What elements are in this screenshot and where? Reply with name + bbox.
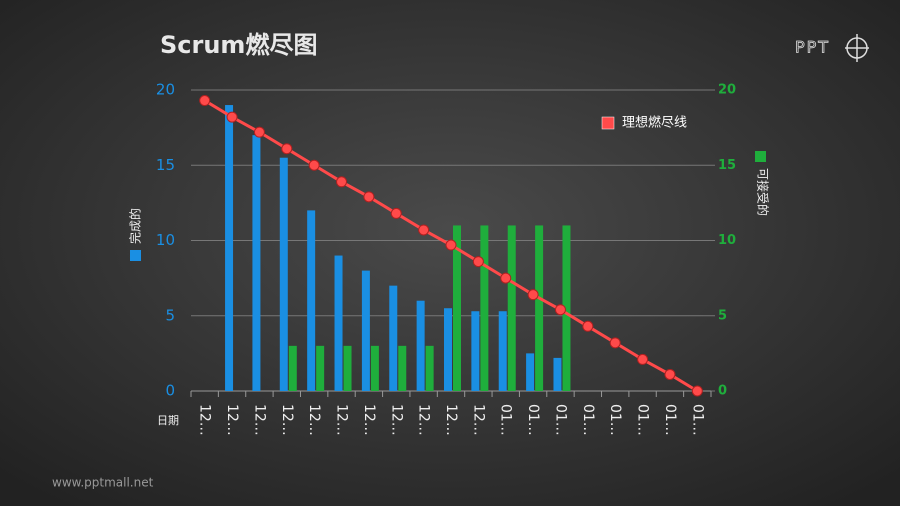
y2-tick-label: 10: [718, 233, 736, 248]
legend-swatch: [601, 116, 615, 130]
bar: [562, 225, 571, 391]
y-tick-label: 0: [165, 382, 175, 400]
point: [253, 126, 265, 138]
bar: [526, 353, 535, 391]
bar: [361, 270, 370, 391]
x-tick-label: 01…: [498, 404, 514, 436]
legend-swatch: [755, 151, 766, 162]
y-tick-label: 10: [156, 231, 175, 249]
point: [554, 304, 566, 316]
chart-title: Scrum燃尽图: [160, 31, 317, 59]
x-tick-label: 01…: [689, 404, 705, 436]
bar: [279, 157, 288, 391]
x-tick-label: 12…: [279, 404, 295, 436]
x-tick-label: 01…: [525, 404, 541, 436]
bar: [507, 225, 516, 391]
point: [472, 256, 484, 268]
point: [336, 176, 348, 188]
point: [226, 111, 238, 123]
y-tick-label: 15: [156, 156, 175, 174]
x-tick-label: 01…: [580, 404, 596, 436]
legend-swatch: [130, 250, 141, 261]
x-tick-label: 12…: [388, 404, 404, 436]
bar: [480, 225, 489, 391]
bar: [334, 255, 343, 391]
bar: [370, 345, 379, 391]
bar: [453, 225, 461, 391]
point: [664, 368, 676, 380]
y-tick-label: 20: [156, 81, 175, 99]
y2-tick-label: 20: [718, 83, 736, 98]
x-axis-label: 日期: [157, 414, 179, 427]
bar: [416, 300, 425, 391]
bar: [252, 135, 261, 391]
bar: [425, 345, 434, 391]
bar: [389, 285, 398, 391]
x-tick-label: 12…: [443, 404, 459, 436]
point: [609, 337, 621, 349]
point: [500, 272, 512, 284]
y2-tick-label: 15: [718, 158, 736, 173]
x-tick-label: 01…: [552, 404, 568, 436]
bar: [471, 311, 480, 391]
logo: PPT: [795, 38, 830, 57]
bar: [316, 345, 325, 391]
x-tick-label: 12…: [197, 404, 213, 436]
point: [445, 239, 457, 251]
bar: [553, 357, 562, 391]
point: [582, 320, 594, 332]
bar: [535, 225, 544, 391]
bar: [225, 105, 234, 392]
y2-tick-label: 0: [718, 384, 727, 399]
point: [527, 289, 539, 301]
x-tick-label: 12…: [334, 404, 350, 436]
point: [390, 207, 402, 219]
x-tick-label: 12…: [361, 404, 377, 436]
legend-label: 可接受的: [756, 168, 771, 216]
y2-tick-label: 5: [718, 308, 727, 323]
x-tick-label: 12…: [306, 404, 322, 436]
bar: [307, 210, 316, 391]
y-tick-label: 5: [165, 306, 175, 324]
point: [363, 191, 375, 203]
point: [637, 353, 649, 365]
footer: www.pptmall.net: [52, 476, 154, 490]
x-tick-label: 01…: [635, 404, 651, 436]
point: [199, 95, 211, 107]
point: [691, 385, 703, 397]
x-tick-label: 01…: [662, 404, 678, 436]
legend-label: 理想燃尽线: [622, 115, 687, 131]
x-tick-label: 12…: [251, 404, 267, 436]
bar: [288, 345, 297, 391]
legend-label: 完成的: [128, 208, 143, 244]
x-tick-label: 12…: [416, 404, 432, 436]
bar: [444, 308, 452, 391]
bar: [498, 311, 507, 391]
x-tick-label: 01…: [607, 404, 623, 436]
bar: [343, 345, 352, 391]
x-tick-label: 12…: [470, 404, 486, 436]
point: [418, 224, 430, 236]
point: [281, 143, 293, 155]
point: [308, 159, 320, 171]
x-tick-label: 12…: [224, 404, 240, 436]
bar: [398, 345, 407, 391]
